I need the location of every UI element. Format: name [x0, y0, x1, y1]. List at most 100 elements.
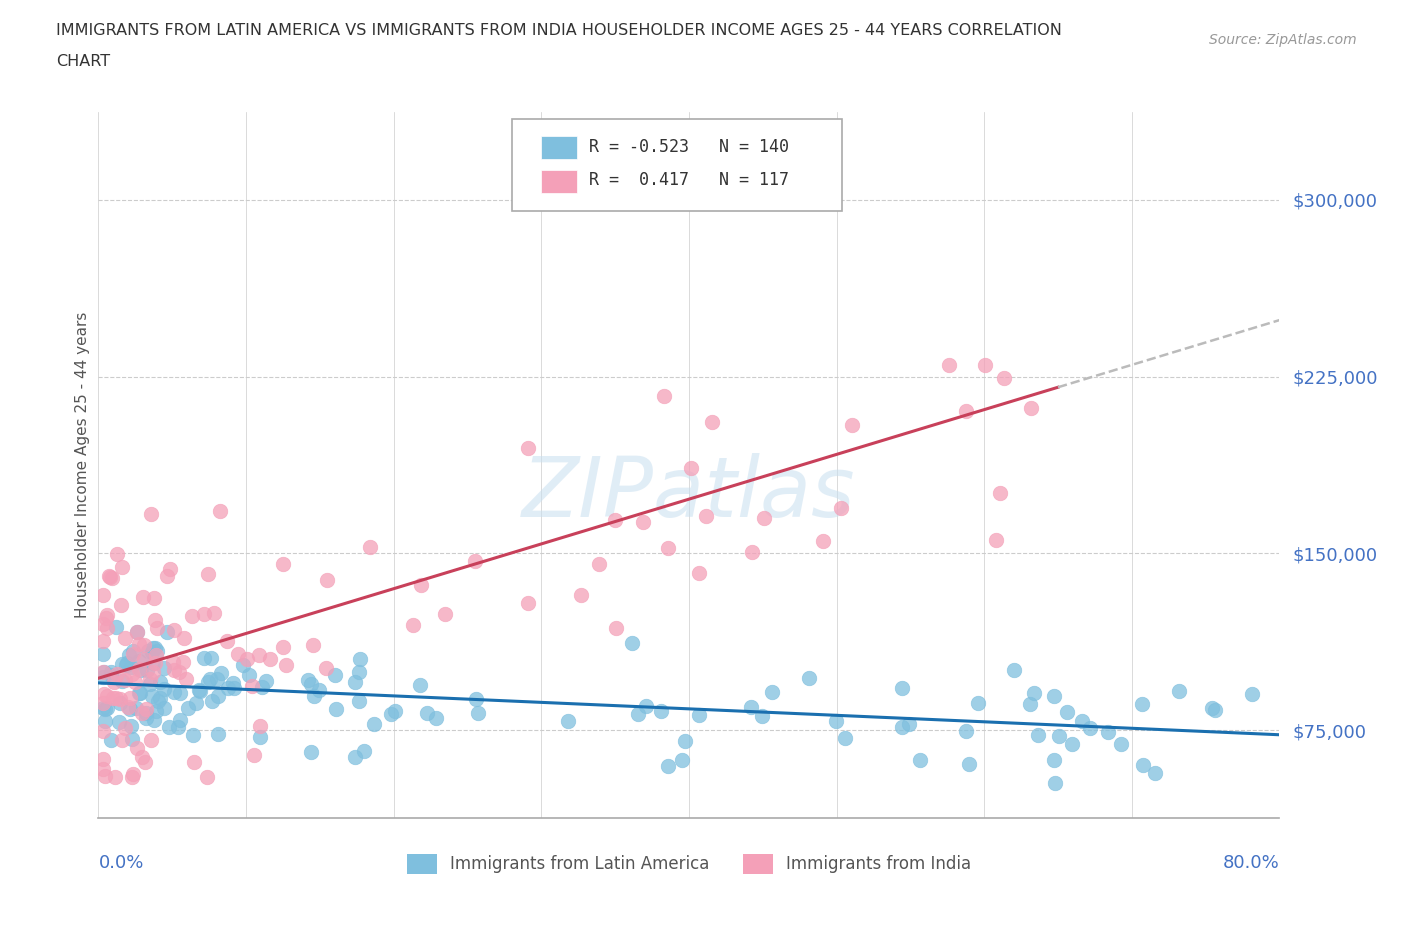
Point	[363, 716, 385, 731]
Point	[197, 674, 219, 689]
Point	[120, 691, 142, 706]
Point	[761, 684, 783, 699]
Point	[156, 568, 179, 583]
Point	[634, 698, 657, 713]
Point	[110, 674, 132, 689]
Point	[186, 696, 208, 711]
Point	[143, 712, 166, 727]
Point	[222, 681, 245, 696]
Point	[128, 637, 150, 652]
Point	[249, 647, 271, 662]
Point	[344, 675, 367, 690]
Point	[129, 662, 152, 677]
Point	[243, 748, 266, 763]
Point	[93, 768, 115, 783]
Point	[128, 685, 150, 700]
Point	[650, 703, 672, 718]
Point	[467, 706, 489, 721]
Point	[180, 608, 202, 623]
Point	[114, 631, 136, 646]
Point	[135, 701, 157, 716]
Point	[120, 701, 142, 716]
Point	[740, 699, 762, 714]
Point	[167, 720, 190, 735]
Bar	[541, 136, 576, 159]
Point	[700, 415, 723, 430]
Point	[188, 683, 211, 698]
Point	[183, 754, 205, 769]
Text: ZIPatlas: ZIPatlas	[522, 453, 856, 534]
Point	[141, 689, 163, 704]
Point	[238, 668, 260, 683]
Point	[1043, 689, 1066, 704]
Point	[1043, 752, 1066, 767]
Point	[347, 694, 370, 709]
Point	[380, 707, 402, 722]
Point	[1201, 700, 1223, 715]
Point	[145, 612, 167, 627]
Point	[207, 689, 229, 704]
Point	[908, 752, 931, 767]
Point	[302, 689, 325, 704]
Point	[132, 637, 155, 652]
Point	[115, 658, 138, 672]
Point	[433, 606, 456, 621]
Point	[993, 371, 1015, 386]
Point	[101, 571, 124, 586]
Point	[117, 699, 139, 714]
Point	[240, 679, 263, 694]
Point	[1019, 697, 1042, 711]
Point	[259, 652, 281, 667]
Point	[153, 660, 176, 675]
Point	[176, 700, 198, 715]
Point	[208, 503, 231, 518]
Point	[142, 641, 165, 656]
FancyBboxPatch shape	[512, 119, 842, 210]
Point	[94, 702, 117, 717]
Point	[249, 730, 271, 745]
Point	[202, 606, 225, 621]
Point	[834, 731, 856, 746]
Point	[120, 719, 142, 734]
Point	[146, 621, 169, 636]
Point	[984, 533, 1007, 548]
Point	[349, 664, 371, 679]
Point	[315, 660, 337, 675]
Point	[271, 640, 294, 655]
Point	[103, 675, 125, 690]
Point	[301, 637, 323, 652]
Point	[1078, 721, 1101, 736]
Point	[91, 700, 114, 715]
Point	[1240, 687, 1263, 702]
Point	[159, 562, 181, 577]
Point	[652, 389, 675, 404]
Point	[938, 358, 960, 373]
Point	[145, 656, 167, 671]
Point	[172, 655, 194, 670]
Point	[91, 633, 114, 648]
Point	[299, 676, 322, 691]
Point	[409, 578, 432, 592]
Point	[811, 534, 834, 549]
Point	[250, 679, 273, 694]
Point	[955, 404, 977, 418]
Point	[232, 658, 254, 672]
Point	[416, 706, 439, 721]
Point	[149, 674, 172, 689]
Point	[156, 625, 179, 640]
Point	[104, 770, 127, 785]
Point	[96, 608, 118, 623]
Point	[94, 610, 117, 625]
Point	[193, 606, 215, 621]
Point	[91, 762, 114, 777]
Point	[308, 683, 330, 698]
Point	[323, 668, 346, 683]
Point	[163, 622, 186, 637]
Point	[101, 690, 124, 705]
Point	[349, 652, 371, 667]
Point	[121, 646, 143, 661]
Point	[973, 357, 995, 372]
Point	[1204, 702, 1226, 717]
Point	[110, 597, 132, 612]
Point	[143, 641, 166, 656]
